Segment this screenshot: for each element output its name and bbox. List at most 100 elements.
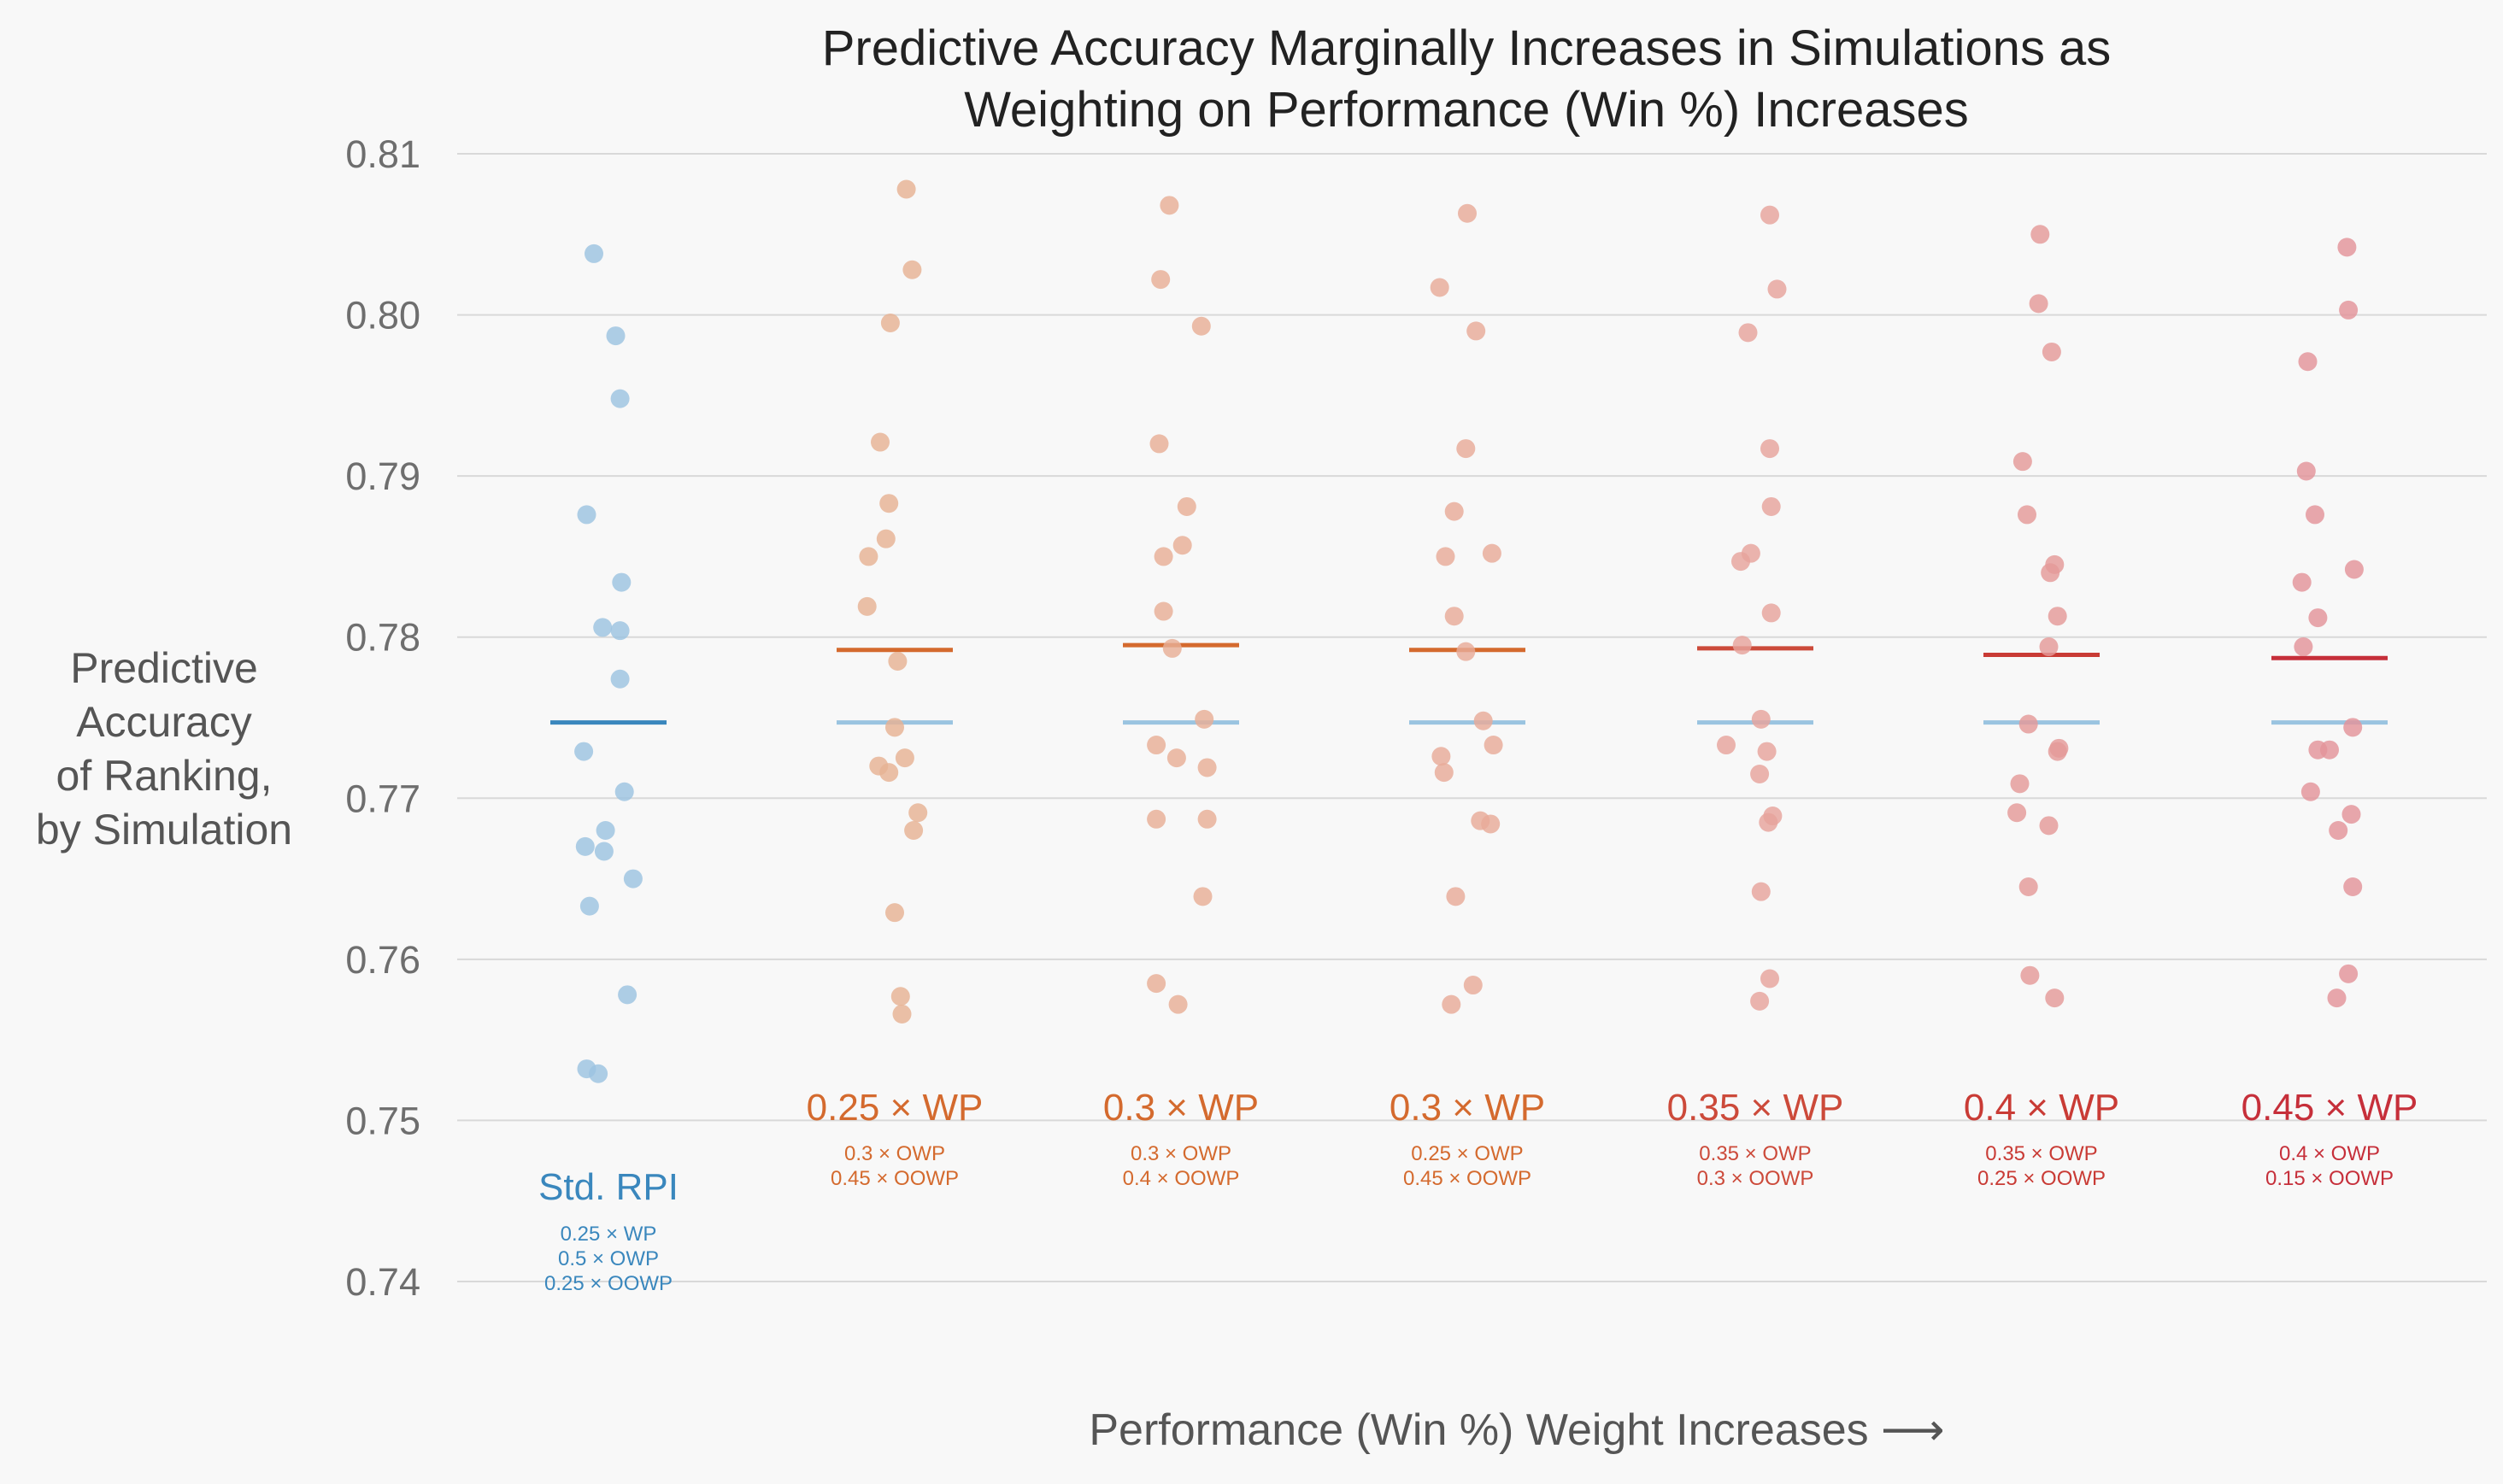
data-point (1197, 758, 1217, 777)
data-point (2344, 560, 2364, 579)
data-point (1166, 748, 1186, 768)
data-point (1154, 547, 1173, 566)
data-point (1760, 969, 1779, 988)
data-point (1430, 278, 1449, 297)
data-point (1732, 636, 1752, 655)
data-point (1463, 976, 1483, 995)
group-sublabel: 0.4 × OWP (2279, 1142, 2380, 1165)
y-axis-label-line-4: by Simulation (36, 806, 292, 853)
data-point (871, 432, 890, 452)
data-point (1767, 279, 1787, 299)
y-tick-label: 0.75 (345, 1099, 420, 1142)
data-point (1436, 547, 1455, 566)
data-point (1444, 607, 1464, 626)
data-point (579, 896, 599, 916)
data-point (2308, 608, 2328, 628)
y-tick-label: 0.77 (345, 777, 420, 820)
data-point (1193, 887, 1213, 906)
data-point (2039, 637, 2059, 657)
data-point (885, 903, 904, 923)
data-point (890, 987, 910, 1006)
data-point (610, 621, 630, 641)
data-point (1473, 711, 1493, 730)
group-sublabel: 0.3 × OWP (1131, 1142, 1231, 1165)
data-point (1466, 321, 1486, 341)
data-point (1759, 812, 1778, 832)
data-point (902, 260, 922, 279)
group-sublabel: 0.35 × OWP (1699, 1142, 1811, 1165)
data-point (859, 547, 878, 566)
group-label: 0.35 × WP (1667, 1087, 1844, 1129)
data-points (574, 179, 2364, 1083)
grid-layer (457, 153, 2487, 1282)
data-point (1717, 736, 1736, 755)
group-sublabel: 0.35 × OWP (1985, 1142, 2097, 1165)
data-point (2007, 803, 2027, 823)
data-point (1147, 736, 1166, 755)
data-point (857, 596, 877, 616)
data-point (1444, 502, 1464, 521)
data-point (1147, 974, 1166, 994)
data-point (618, 985, 638, 1005)
data-point (1149, 434, 1169, 454)
data-point (1750, 991, 1770, 1011)
data-point (1456, 439, 1476, 459)
data-point (880, 314, 900, 332)
data-point (1197, 809, 1217, 829)
data-point (1431, 747, 1451, 766)
x-axis-label: Performance (Win %) Weight Increases ⟶ (1089, 1405, 1944, 1455)
data-point (2343, 877, 2363, 896)
group-sublabel: 0.45 × OOWP (1403, 1167, 1531, 1190)
group-label: 0.3 × WP (1103, 1087, 1259, 1129)
data-point (1751, 882, 1771, 901)
data-point (1172, 536, 1192, 555)
data-point (2039, 816, 2059, 836)
data-point (885, 718, 904, 737)
data-point (879, 763, 899, 783)
data-point (2048, 742, 2067, 761)
data-point (1456, 642, 1476, 661)
data-point (2329, 821, 2348, 840)
data-point (1195, 709, 1214, 729)
chart-title-line-2: Weighting on Performance (Win %) Increas… (964, 82, 1969, 138)
group-sublabel: 0.3 × OOWP (1697, 1167, 1814, 1190)
group-sublabel: 0.15 × OOWP (2265, 1167, 2394, 1190)
data-point (1484, 736, 1503, 755)
data-point (2300, 782, 2320, 801)
y-axis-label-line-3: of Ranking, (56, 752, 273, 800)
data-point (2292, 572, 2312, 592)
data-point (594, 842, 614, 861)
data-point (2048, 607, 2067, 626)
data-point (2020, 965, 2040, 985)
data-point (879, 494, 899, 513)
data-point (908, 803, 928, 823)
data-point (2306, 505, 2324, 525)
data-point (2030, 225, 2050, 244)
data-point (2018, 877, 2038, 896)
data-point (2010, 774, 2030, 794)
data-point (2018, 714, 2038, 734)
data-point (577, 505, 596, 525)
data-point (1442, 994, 1461, 1014)
group-label: Std. RPI (538, 1166, 679, 1208)
group-sublabel: 0.3 × OWP (844, 1142, 945, 1165)
data-point (1482, 543, 1501, 563)
data-point (1458, 203, 1477, 223)
data-point (574, 742, 594, 761)
data-point (1151, 270, 1171, 290)
data-point (1434, 763, 1454, 783)
data-point (2339, 964, 2359, 983)
data-point (1761, 603, 1781, 623)
data-point (1738, 323, 1758, 343)
data-point (896, 179, 916, 199)
y-tick-label: 0.74 (345, 1260, 420, 1304)
y-axis-label-line-1: Predictive (70, 644, 258, 692)
data-point (1191, 316, 1211, 336)
data-point (876, 529, 896, 548)
y-tick-label: 0.76 (345, 938, 420, 982)
data-point (623, 869, 643, 889)
data-point (1761, 496, 1781, 516)
